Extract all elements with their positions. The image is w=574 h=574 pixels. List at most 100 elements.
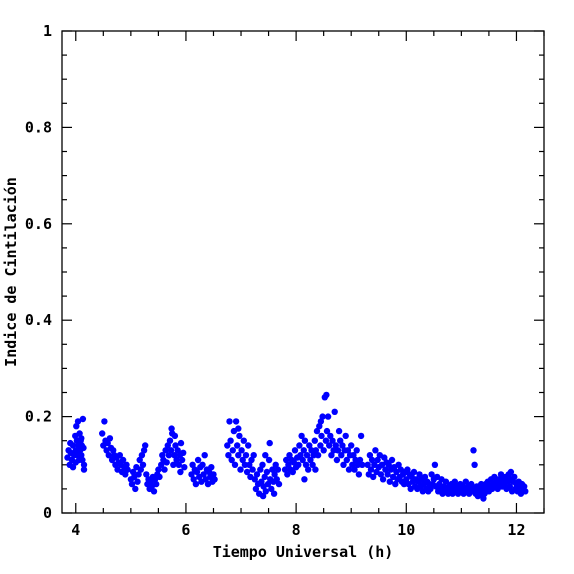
data-point <box>312 447 320 454</box>
data-point <box>366 452 374 459</box>
data-point <box>174 447 181 454</box>
data-point <box>495 476 502 483</box>
data-point <box>300 447 307 454</box>
data-point <box>262 488 269 495</box>
data-point <box>310 452 317 459</box>
data-point <box>275 480 283 488</box>
data-point <box>177 439 185 447</box>
y-tick-label: 0.2 <box>25 408 52 426</box>
data-point <box>153 480 160 488</box>
data-point <box>75 449 82 456</box>
data-point <box>296 442 303 449</box>
tick-labels: 4 6 8 10 12 0 0.2 0.4 0.6 0.8 1 <box>25 22 526 539</box>
data-point <box>78 435 85 442</box>
data-point <box>259 461 266 468</box>
data-point <box>355 471 363 478</box>
data-point <box>168 425 175 432</box>
data-point <box>356 456 364 464</box>
data-point <box>194 456 202 464</box>
x-axis-title: Tiempo Universal (h) <box>213 543 394 561</box>
data-point <box>253 471 261 478</box>
data-point <box>190 476 197 483</box>
data-point <box>166 437 174 444</box>
data-point <box>301 437 309 444</box>
data-point <box>122 471 129 478</box>
data-point <box>116 452 124 459</box>
data-point <box>338 452 345 459</box>
data-point <box>163 459 170 466</box>
data-point <box>368 456 376 464</box>
data-point <box>289 468 296 476</box>
data-point <box>468 480 475 488</box>
data-point <box>388 456 396 464</box>
data-point <box>158 461 165 468</box>
data-point <box>241 461 249 468</box>
data-point <box>227 437 234 444</box>
data-point <box>181 464 188 471</box>
data-point <box>352 456 359 464</box>
data-point <box>252 485 260 493</box>
data-point <box>374 456 381 464</box>
data-point <box>129 468 137 476</box>
data-point <box>178 456 186 464</box>
data-point <box>193 468 201 476</box>
y-axis-title: Indice de Cintilación <box>2 177 20 367</box>
data-point <box>231 461 239 468</box>
data-point <box>506 483 513 490</box>
data-point <box>248 456 255 464</box>
data-point <box>243 468 251 476</box>
data-point <box>258 478 265 485</box>
data-point <box>320 447 327 454</box>
data-point <box>73 423 80 430</box>
data-point <box>270 490 278 497</box>
data-point <box>236 432 243 440</box>
data-point <box>229 447 236 454</box>
data-point <box>156 473 163 481</box>
data-point <box>323 391 330 399</box>
data-point <box>250 452 257 459</box>
data-point <box>80 444 87 452</box>
data-point <box>480 495 487 502</box>
data-point <box>442 478 450 485</box>
data-point <box>370 473 377 481</box>
data-points <box>64 391 529 502</box>
data-point <box>340 461 347 468</box>
data-point <box>283 456 290 464</box>
data-point <box>208 464 215 471</box>
data-point <box>328 452 335 459</box>
data-point <box>106 435 114 442</box>
data-point <box>305 466 312 473</box>
data-point <box>80 466 88 473</box>
x-tick-label: 12 <box>507 521 525 539</box>
data-point <box>263 468 271 476</box>
data-point <box>281 466 289 473</box>
data-point <box>67 439 74 447</box>
data-point <box>364 461 371 468</box>
data-point <box>470 447 477 454</box>
data-point <box>238 447 245 454</box>
data-point <box>331 408 338 415</box>
data-point <box>311 437 318 444</box>
data-point <box>314 452 322 459</box>
data-point <box>521 483 528 490</box>
data-point <box>101 418 108 425</box>
data-point <box>242 452 250 459</box>
data-point <box>451 478 458 485</box>
data-point <box>137 466 144 473</box>
data-point <box>142 442 149 449</box>
data-point <box>403 476 410 483</box>
data-point <box>80 461 88 468</box>
data-point <box>69 464 77 471</box>
x-tick-label: 8 <box>292 521 301 539</box>
x-tick-label: 4 <box>71 521 80 539</box>
data-point <box>136 456 143 464</box>
data-point <box>334 447 342 454</box>
data-point <box>235 425 242 432</box>
data-point <box>274 466 282 473</box>
x-tick-label: 10 <box>397 521 415 539</box>
data-point <box>299 456 306 464</box>
data-point <box>317 442 324 449</box>
data-point <box>522 488 529 495</box>
data-point <box>359 461 366 468</box>
